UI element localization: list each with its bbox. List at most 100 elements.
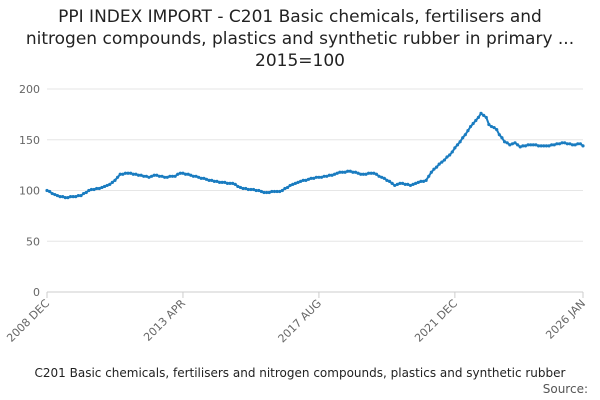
data-point xyxy=(458,140,462,144)
data-point xyxy=(317,175,321,179)
data-point xyxy=(296,180,300,184)
data-point xyxy=(398,181,402,185)
data-point xyxy=(437,162,441,166)
data-point xyxy=(372,171,376,175)
data-point xyxy=(568,142,572,146)
data-point xyxy=(516,143,520,147)
data-point xyxy=(359,172,363,176)
data-point xyxy=(529,143,533,147)
data-point xyxy=(434,165,439,169)
data-point xyxy=(550,143,554,147)
data-point xyxy=(312,176,316,180)
y-tick-label: 150 xyxy=(19,134,40,147)
data-point xyxy=(393,183,397,188)
data-point xyxy=(283,186,287,191)
data-point xyxy=(157,174,162,178)
data-point xyxy=(414,181,418,185)
series-line xyxy=(46,111,584,199)
data-point xyxy=(131,172,135,176)
data-point xyxy=(461,136,465,140)
data-point xyxy=(578,142,582,146)
x-tick-label: 2013 APR xyxy=(141,297,188,344)
data-point xyxy=(340,170,345,174)
data-point xyxy=(573,143,577,147)
data-point xyxy=(102,184,107,189)
data-point xyxy=(476,115,481,120)
data-point xyxy=(346,169,350,173)
data-point xyxy=(487,122,491,127)
data-point xyxy=(105,183,109,188)
data-point xyxy=(521,144,525,148)
data-point xyxy=(82,191,86,196)
data-point xyxy=(343,170,347,174)
data-point xyxy=(429,170,433,174)
data-point xyxy=(231,181,235,185)
data-point xyxy=(212,179,216,183)
data-point xyxy=(471,121,475,126)
data-point xyxy=(500,136,504,140)
data-point xyxy=(241,186,245,191)
data-point xyxy=(563,141,567,145)
data-point xyxy=(380,175,384,179)
data-point xyxy=(251,187,256,192)
data-point xyxy=(189,173,193,177)
y-tick-label: 200 xyxy=(19,83,40,96)
data-point xyxy=(272,189,277,194)
y-tick-label: 0 xyxy=(33,286,40,299)
data-point xyxy=(136,173,141,177)
data-point xyxy=(314,175,318,179)
data-point xyxy=(144,174,148,178)
data-point xyxy=(223,180,227,184)
data-point xyxy=(390,181,394,185)
data-point xyxy=(288,183,292,188)
data-point xyxy=(547,144,551,148)
data-point xyxy=(502,140,507,144)
data-point xyxy=(194,174,198,178)
data-point xyxy=(265,190,269,195)
legend-label: C201 Basic chemicals, fertilisers and ni… xyxy=(35,366,566,380)
data-point xyxy=(505,141,509,145)
data-point xyxy=(576,142,580,146)
data-point xyxy=(306,177,311,181)
data-point xyxy=(74,194,78,199)
data-point xyxy=(387,179,392,183)
data-point xyxy=(513,141,517,145)
data-point xyxy=(497,133,501,137)
data-point xyxy=(338,170,342,174)
data-point xyxy=(408,183,413,188)
data-point xyxy=(560,141,564,145)
data-point xyxy=(309,176,313,180)
data-point xyxy=(570,143,575,147)
data-point xyxy=(353,170,358,174)
data-point xyxy=(115,175,120,179)
data-point xyxy=(291,182,295,187)
data-point xyxy=(377,174,381,178)
x-tick-label: 2008 DEC xyxy=(4,297,52,345)
data-point xyxy=(400,181,405,185)
data-point xyxy=(364,172,368,176)
data-point xyxy=(89,187,94,192)
data-point xyxy=(183,172,188,176)
data-point xyxy=(244,186,248,191)
data-point xyxy=(299,179,303,183)
data-point xyxy=(176,172,180,176)
data-point xyxy=(66,196,70,200)
data-point xyxy=(129,171,133,175)
data-point xyxy=(202,176,206,180)
data-point xyxy=(382,176,386,180)
data-point xyxy=(565,142,569,146)
data-point xyxy=(322,174,326,178)
data-point xyxy=(76,193,80,198)
y-tick-label: 50 xyxy=(26,235,40,248)
data-point xyxy=(367,171,371,175)
data-point xyxy=(71,194,75,199)
data-point xyxy=(126,171,130,175)
data-point xyxy=(270,189,274,194)
data-point xyxy=(335,171,339,175)
data-point xyxy=(100,185,104,190)
source-label: Source: xyxy=(543,382,588,396)
x-tick-label: 2017 AUG xyxy=(276,297,325,346)
data-point xyxy=(432,167,436,171)
data-point xyxy=(113,178,117,182)
data-point xyxy=(68,194,73,199)
